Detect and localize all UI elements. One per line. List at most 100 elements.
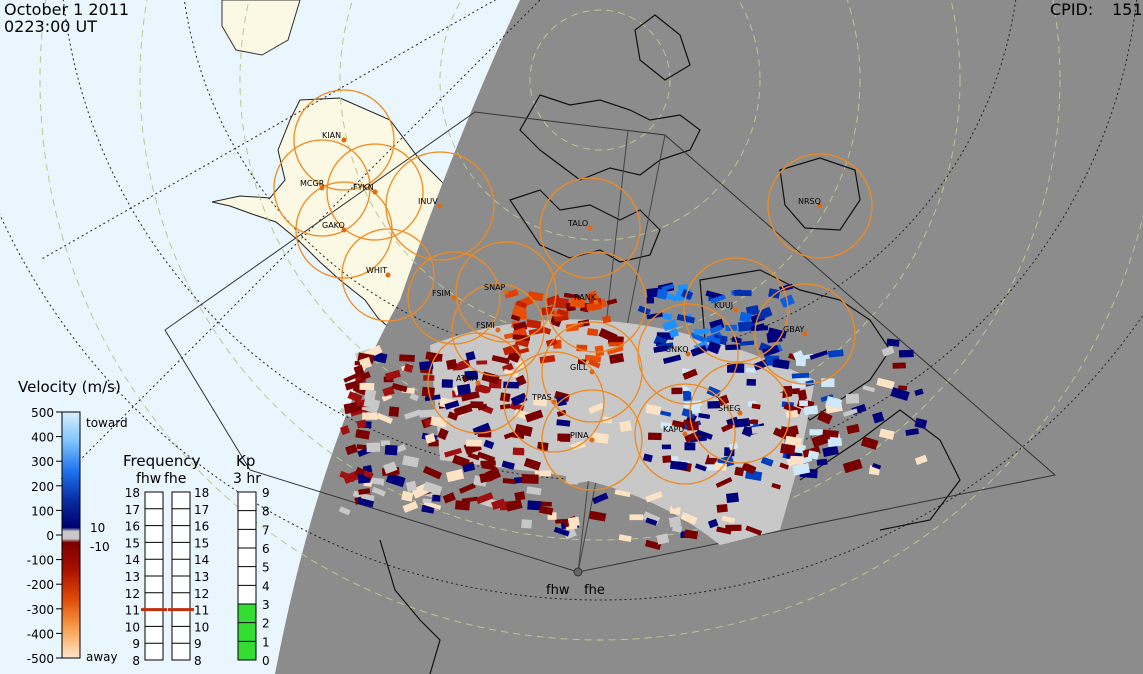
scatter-cell [721,515,736,524]
scatter-cell [694,463,707,472]
scatter-cell [905,428,919,436]
scatter-cell [662,354,682,365]
scatter-cell [569,297,586,308]
scatter-cell [766,486,780,495]
scatter-cell [862,385,876,393]
scatter-cell [644,539,662,550]
scatter-cell [502,478,516,485]
scatter-cell [338,506,351,516]
scatter-cells [338,282,928,550]
scatter-cell [556,308,569,317]
scatter-cell [656,288,668,300]
scatter-cell [618,534,632,542]
scatter-cell [661,444,672,450]
scatter-cell [872,411,885,424]
station-label-fsim: FSIM [432,289,451,298]
scatter-cell [707,518,719,529]
station-label-fykn: FYKN [353,183,374,192]
scatter-cell [696,493,708,506]
frequency-tick-label-right: 8 [194,654,202,668]
scatter-cell [879,428,895,440]
station-label-kian: KIAN [322,131,341,140]
scatter-cell [762,344,780,357]
scatter-cell [557,433,571,442]
station-dot-kian [341,137,347,143]
scatter-cell [667,430,680,442]
scatter-cell [661,283,675,292]
scatter-cell [385,472,406,488]
scatter-cell [669,408,686,416]
scatter-cell [476,451,496,463]
scatter-cell [616,470,627,479]
station-label-nrsq: NRSQ [798,197,821,206]
scatter-cell [499,403,511,410]
station-ring-snkq [637,303,739,405]
scatter-cell [817,410,833,425]
scatter-cell [733,417,751,428]
scatter-cell [768,288,781,299]
scatter-cell [747,409,767,421]
scatter-cell [710,294,726,304]
scatter-cell [629,514,644,521]
scatter-cell [366,442,381,453]
station-dot-whit [385,272,391,278]
scatter-cell [637,305,651,316]
scatter-cell [402,500,419,513]
scatter-cell [525,319,542,329]
scatter-cell [556,419,571,427]
scatter-cell [547,512,557,520]
station-ring-gill [541,321,643,423]
scatter-cell [733,289,752,297]
station-label-talo: TALO [567,219,588,228]
station-ring-atha [427,332,529,434]
alaska-mainland [211,97,446,331]
scatter-cell [785,409,799,419]
station-label-snap: SNAP [484,283,506,292]
scatter-cell [422,465,442,480]
scatter-cell [741,426,754,438]
scatter-cell [690,402,701,415]
scatter-cell [382,386,395,397]
scatter-cell [524,409,544,423]
scatter-cell [422,481,443,496]
scatter-cell [721,423,734,433]
scatter-cell [501,460,515,470]
scatter-cell [523,457,541,471]
scatter-cell [383,461,398,475]
scatter-cell [828,349,844,358]
station-markers: KIAN MCGR FYKN INUV GAKO WHIT FSIM SNAP FSMI RANK… [300,131,823,443]
scatter-cell [682,368,698,380]
scatter-cell [780,443,796,456]
scatter-cell [602,315,612,324]
scatter-cell [499,392,511,403]
scatter-cell [428,439,439,447]
scatter-cell [577,359,587,365]
scatter-cell [521,519,532,529]
scatter-cell [445,359,458,370]
scatter-cell [898,385,908,391]
scatter-cell [662,313,672,320]
scatter-cell [545,294,561,306]
scatter-cell [647,432,662,441]
scatter-cell [472,422,491,435]
scatter-cell [609,353,625,364]
kp-tick-label: 5 [262,561,270,575]
scatter-cell [716,503,728,513]
scatter-cell [820,394,834,403]
scatter-cell [872,463,882,470]
station-label-snkq: SNKQ [666,345,689,354]
scatter-cell [751,325,769,331]
scatter-cell [514,491,526,501]
scatter-cell [505,499,523,512]
scatter-cell [534,470,551,477]
station-label-atha: ATHA [456,374,478,383]
scatter-cell [464,370,479,381]
velocity-tick-label: 400 [31,431,54,445]
scatter-cell [821,378,835,387]
scatter-cell [672,524,683,533]
station-label-inuv: INUV [418,197,438,206]
station-label-pina: PINA [570,431,589,440]
station-label-mcgr: MCGR [300,179,325,188]
frequency-sub-fhw: fhw [136,471,161,487]
velocity-title: Velocity (m/s) [18,378,121,396]
